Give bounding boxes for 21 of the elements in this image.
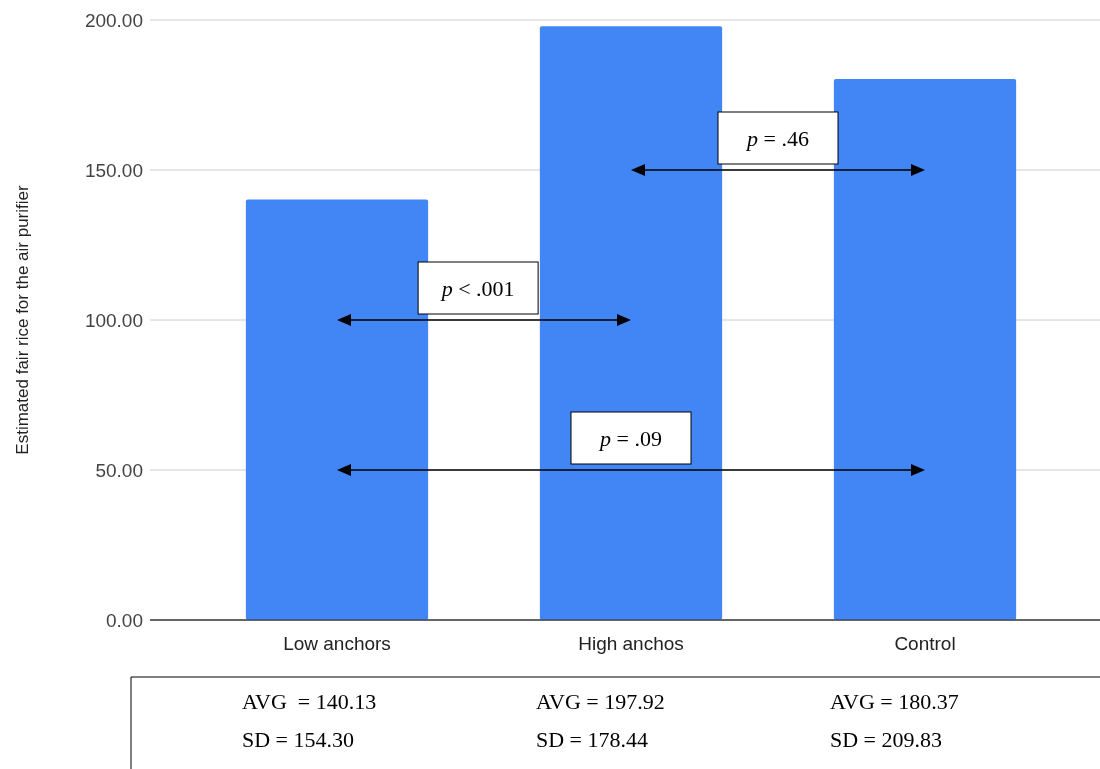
bar [539,26,723,620]
y-tick-label: 50.00 [95,459,143,481]
data-label: AVG = 197.92 [536,689,665,714]
bar [833,78,1017,620]
text: SD = 154.30 [242,727,355,752]
y-tick-label: 200.00 [84,9,143,31]
annotation: p < .001 [439,275,515,301]
y-tick-label: 100.00 [84,309,143,331]
data-label: AVG = 180.37 [830,689,959,714]
x-tick-label: High anchos [578,633,684,654]
x-tick-label: Control [894,633,956,654]
data-label: AVG = 140.13 [242,689,377,714]
text: SD = 209.83 [830,727,943,752]
x-tick-label: Low anchors [283,633,391,654]
y-tick-label: 0.00 [106,609,143,631]
y-axis-title: Estimated fair rice for the air purifier [13,185,32,455]
bar [245,199,429,620]
y-tick-label: 150.00 [84,159,143,181]
annotation: p = .46 [745,125,809,151]
annotation: p = .09 [598,425,662,451]
text: SD = 178.44 [536,727,649,752]
